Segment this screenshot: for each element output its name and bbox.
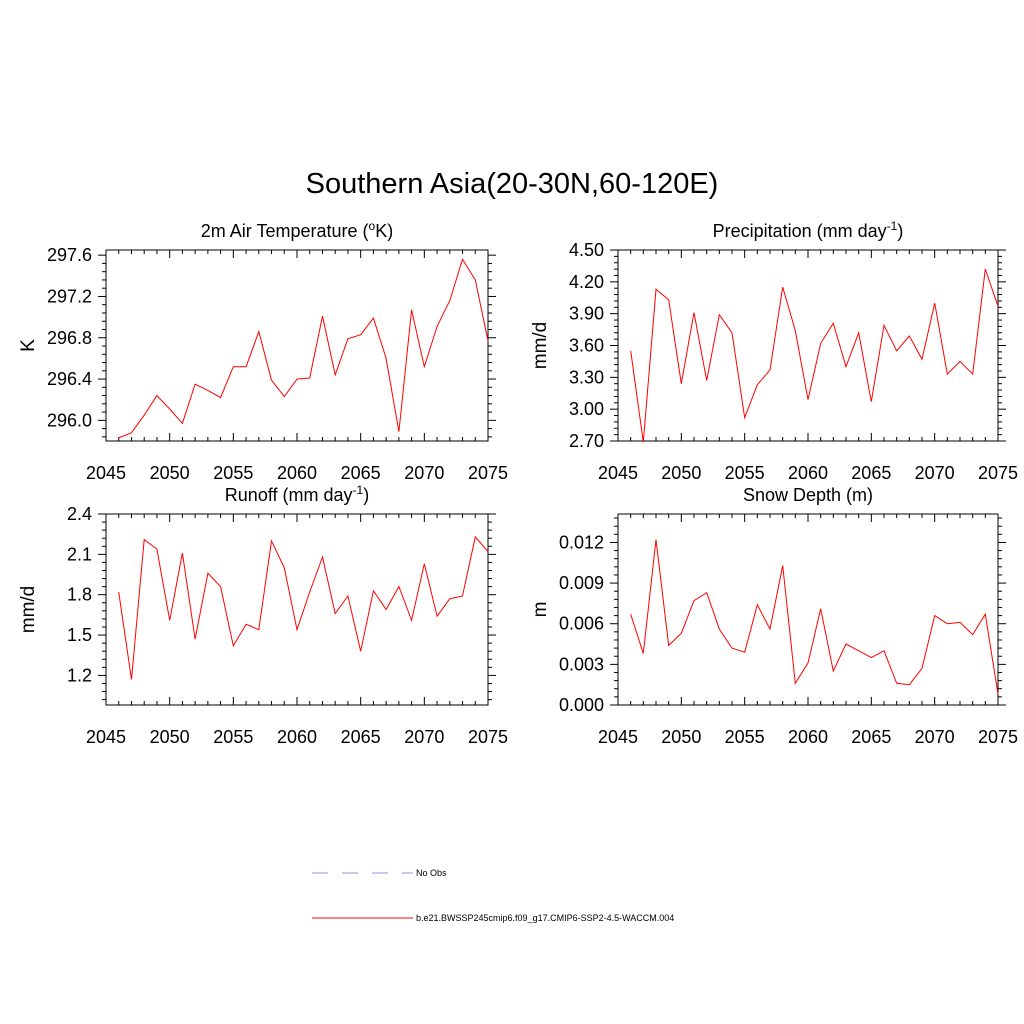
panel-title-text: Runoff (mm day (225, 485, 353, 505)
panel-title-superscript: o (369, 219, 376, 233)
x-tick-label: 2070 (404, 727, 444, 747)
y-tick-label: 296.8 (47, 328, 92, 348)
y-tick-label: 0.009 (559, 573, 604, 593)
x-tick-label: 2045 (86, 463, 126, 483)
series-line (630, 539, 999, 695)
x-tick-label: 2055 (725, 463, 765, 483)
y-tick-label: 4.50 (569, 240, 604, 260)
y-tick-label: 0.003 (559, 654, 604, 674)
plot-frame (617, 513, 999, 706)
x-tick-label: 2060 (277, 463, 317, 483)
panel-title-superscript: -1 (887, 219, 898, 233)
panel-title: 2m Air Temperature (oK) (201, 219, 393, 241)
panel-title: Precipitation (mm day-1) (713, 219, 904, 241)
x-tick-label: 2075 (978, 463, 1018, 483)
y-tick-label: 3.00 (569, 399, 604, 419)
y-tick-label: 0.000 (559, 695, 604, 715)
x-tick-label: 2045 (598, 727, 638, 747)
x-tick-label: 2075 (468, 463, 508, 483)
x-tick-label: 2055 (725, 727, 765, 747)
x-tick-label: 2045 (86, 727, 126, 747)
series-line (630, 268, 999, 443)
x-tick-label: 2065 (341, 463, 381, 483)
y-tick-label: 3.30 (569, 367, 604, 387)
y-tick-label: 4.20 (569, 272, 604, 292)
panel-title-tail: ) (363, 485, 369, 505)
y-tick-label: 0.006 (559, 614, 604, 634)
y-tick-label: 297.2 (47, 286, 92, 306)
y-tick-label: 296.4 (47, 369, 92, 389)
x-tick-label: 2065 (851, 727, 891, 747)
series-line (118, 535, 489, 680)
x-tick-label: 2055 (213, 463, 253, 483)
y-tick-label: 3.90 (569, 304, 604, 324)
panels-group: 2m Air Temperature (oK) K 2045 2050 2055 2060… (18, 219, 1018, 747)
legend-model-label: b.e21.BWSSP245cmip6.f09_g17.CMIP6-SSP2-4… (416, 913, 674, 923)
legend: No Obs b.e21.BWSSP245cmip6.f09_g17.CMIP6… (312, 868, 674, 923)
x-tick-label: 2050 (661, 463, 701, 483)
panel-4: Snow Depth (m) m 2045 2050 2055 2060 2065 2070 2… (530, 485, 1018, 747)
panel-title-text: Snow Depth (m) (743, 485, 873, 505)
plot-frame (617, 249, 999, 442)
y-tick-label: 297.6 (47, 245, 92, 265)
plot-frame (105, 513, 489, 706)
figure-title: Southern Asia(20-30N,60-120E) (305, 168, 719, 200)
y-axis-label: K (18, 339, 39, 352)
y-tick-label: 1.8 (67, 585, 92, 605)
panel-title-tail: K) (375, 221, 393, 241)
x-tick-label: 2065 (851, 463, 891, 483)
x-tick-label: 2070 (915, 727, 955, 747)
y-tick-label: 296.0 (47, 410, 92, 430)
y-axis-label: m (530, 602, 551, 618)
panel-3: Runoff (mm day-1) mm/d 2045 2050 2055 2060 206… (18, 483, 508, 747)
x-tick-label: 2050 (150, 727, 190, 747)
x-tick-label: 2075 (468, 727, 508, 747)
legend-no-obs-label: No Obs (416, 868, 447, 878)
y-axis-label: mm/d (18, 586, 39, 634)
panel-title-tail: ) (897, 221, 903, 241)
panel-title: Runoff (mm day-1) (225, 483, 369, 505)
y-axis-label: mm/d (530, 322, 551, 370)
x-tick-label: 2060 (788, 727, 828, 747)
x-tick-label: 2060 (788, 463, 828, 483)
y-tick-label: 1.5 (67, 625, 92, 645)
panel-title-superscript: -1 (353, 483, 364, 497)
panel-title: Snow Depth (m) (743, 485, 873, 505)
series-line (118, 258, 489, 439)
x-tick-label: 2050 (661, 727, 701, 747)
panel-title-text: Precipitation (mm day (713, 221, 887, 241)
y-tick-label: 3.60 (569, 336, 604, 356)
x-tick-label: 2060 (277, 727, 317, 747)
y-tick-label: 1.2 (67, 665, 92, 685)
y-tick-label: 2.1 (67, 544, 92, 564)
y-tick-label: 2.70 (569, 431, 604, 451)
x-tick-label: 2070 (915, 463, 955, 483)
x-tick-label: 2065 (341, 727, 381, 747)
x-tick-label: 2045 (598, 463, 638, 483)
x-tick-label: 2055 (213, 727, 253, 747)
panel-2: Precipitation (mm day-1) mm/d 2045 2050 2055… (530, 219, 1018, 483)
x-tick-label: 2070 (404, 463, 444, 483)
x-tick-label: 2050 (150, 463, 190, 483)
y-tick-label: 0.012 (559, 532, 604, 552)
x-tick-label: 2075 (978, 727, 1018, 747)
panel-1: 2m Air Temperature (oK) K 2045 2050 2055 2060… (18, 219, 508, 483)
y-tick-label: 2.4 (67, 504, 92, 524)
panel-title-text: 2m Air Temperature ( (201, 221, 369, 241)
